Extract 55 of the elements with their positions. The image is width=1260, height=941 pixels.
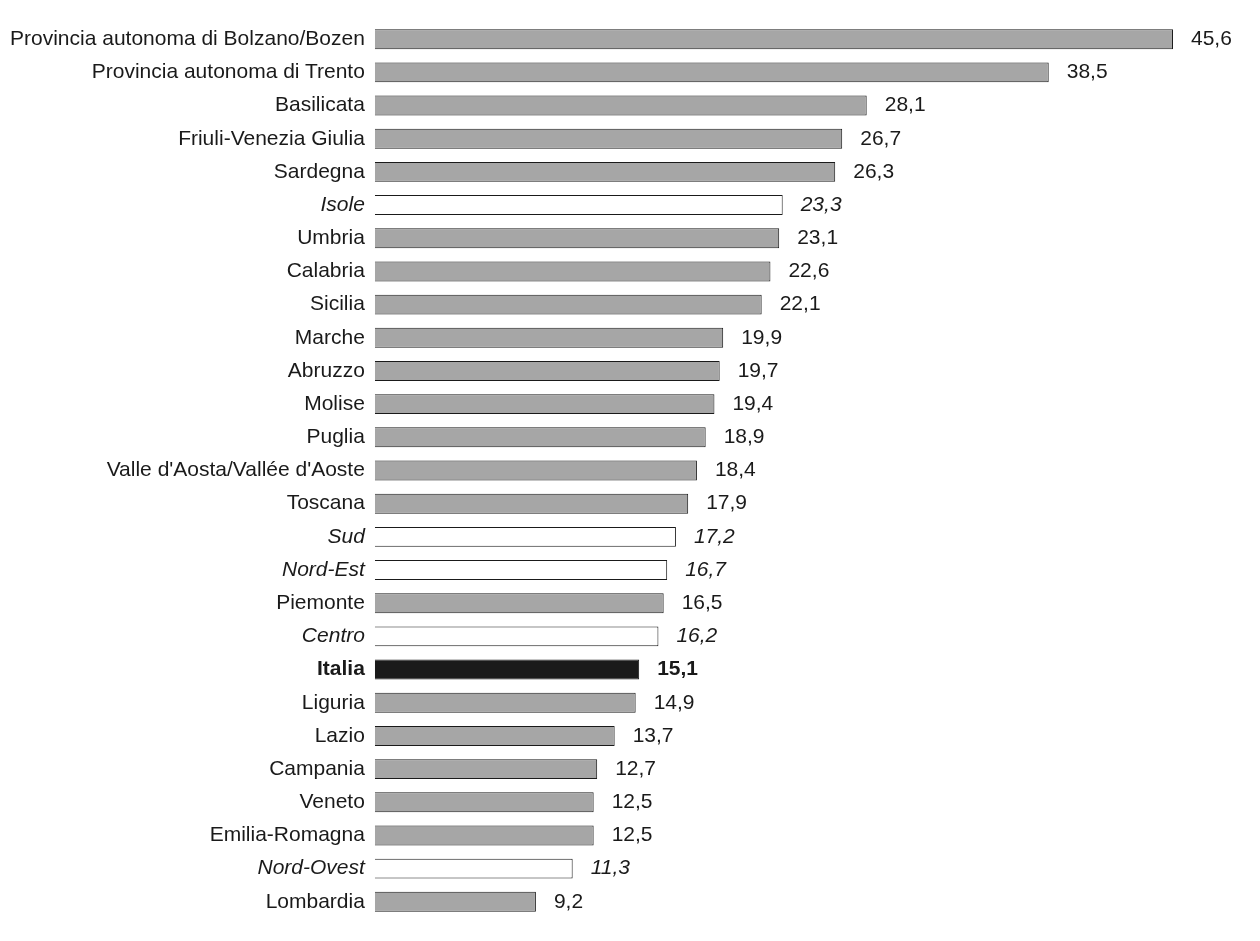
y-tick-label: Provincia autonoma di Trento (91, 59, 365, 83)
y-tick-label: Nord-Ovest (257, 855, 367, 879)
y-tick-label: Molise (304, 390, 365, 414)
y-tick-label: Abruzzo (287, 357, 365, 381)
data-label: 12,7 (615, 755, 657, 779)
data-label: 16,2 (676, 623, 718, 647)
data-label: 22,1 (779, 291, 821, 315)
y-tick-label: Centro (301, 623, 366, 647)
y-tick-label: Veneto (299, 789, 365, 813)
y-tick-label: Isole (320, 191, 365, 215)
y-tick-label: Friuli-Venezia Giulia (178, 125, 366, 149)
data-label: 38,5 (1066, 59, 1108, 83)
y-tick-label: Lombardia (265, 888, 366, 912)
y-tick-label: Marche (294, 324, 365, 348)
y-tick-label: Umbria (297, 225, 366, 249)
y-tick-label: Nord-Est (282, 556, 367, 580)
y-tick-label: Sardegna (273, 158, 366, 182)
y-tick-label: Liguria (301, 689, 366, 713)
data-label: 18,9 (723, 424, 765, 448)
y-tick-label: Provincia autonoma di Bolzano/Bozen (10, 25, 365, 49)
y-tick-label: Basilicata (275, 92, 366, 116)
y-tick-label: Sud (327, 523, 367, 547)
data-label: 18,4 (714, 457, 757, 481)
data-label: 23,1 (797, 225, 839, 249)
data-label: 23,3 (799, 191, 842, 215)
data-label: 19,4 (732, 390, 774, 414)
y-tick-label: Puglia (306, 424, 366, 448)
data-label: 15,1 (657, 656, 699, 680)
data-label: 19,7 (737, 357, 779, 381)
data-label: 17,2 (693, 523, 736, 547)
data-label: 45,6 (1190, 25, 1232, 49)
y-tick-label: Italia (317, 656, 366, 680)
data-label: 14,9 (653, 689, 695, 713)
data-label: 28,1 (884, 92, 926, 116)
data-label: 12,5 (611, 822, 653, 846)
y-tick-label: Piemonte (276, 590, 365, 614)
y-tick-label: Toscana (286, 490, 366, 514)
y-tick-label: Sicilia (310, 291, 366, 315)
data-label: 16,7 (685, 556, 728, 580)
data-label: 11,3 (590, 855, 631, 879)
y-tick-label: Emilia-Romagna (209, 822, 366, 846)
data-label: 12,5 (611, 789, 653, 813)
y-tick-label: Lazio (314, 722, 365, 746)
data-label: 26,7 (860, 125, 902, 149)
data-label: 22,6 (788, 258, 830, 282)
data-label: 13,7 (632, 722, 674, 746)
y-tick-label: Calabria (286, 258, 366, 282)
bar (374, 659, 640, 680)
data-label: 16,5 (681, 590, 723, 614)
data-label: 9,2 (553, 888, 584, 912)
data-label: 26,3 (853, 158, 895, 182)
data-label: 17,9 (706, 490, 748, 514)
y-tick-label: Campania (269, 755, 366, 779)
y-tick-label: Valle d'Aosta/Vallée d'Aoste (106, 457, 365, 481)
data-label: 19,9 (741, 324, 783, 348)
